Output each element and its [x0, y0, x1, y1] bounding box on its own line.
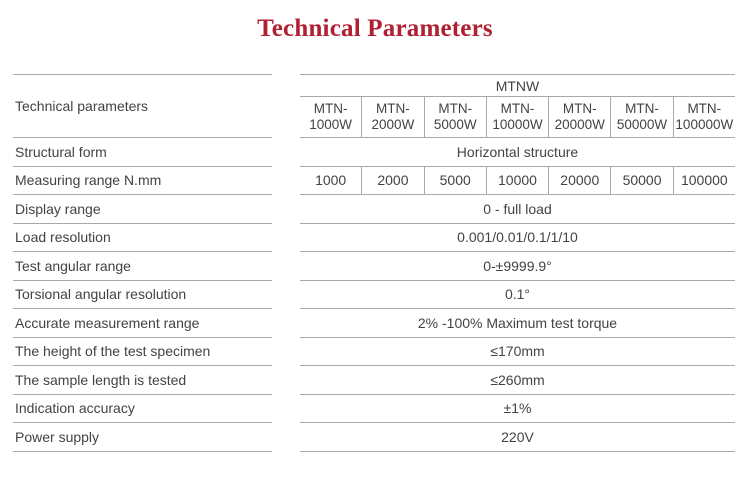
measuring-range-value: 50000 — [611, 166, 674, 194]
page-title: Technical Parameters — [257, 15, 493, 42]
value-test-angular-range: 0-±9999.9° — [300, 252, 735, 281]
param-label-torsional-angular-resolution: Torsional angular resolution — [13, 281, 272, 309]
left-header-cell: Technical parameters — [13, 75, 272, 138]
measuring-range-value: 20000 — [549, 166, 612, 194]
measuring-range-value: 100000 — [680, 172, 728, 189]
value-torsional-angular-resolution: 0.1° — [300, 281, 735, 309]
value-accurate-measurement-range: 2% -100% Maximum test torque — [300, 309, 735, 338]
series-header-cell: MTNW — [300, 75, 735, 97]
model-header-row: MTN- 1000W MTN- 2000W MTN- 5000W MTN- 10… — [300, 97, 735, 138]
value-structural-form: Horizontal structure — [300, 138, 735, 167]
model-name-mtn-2000w: MTN- 2000W — [362, 97, 425, 137]
measuring-range-value: 5000 — [425, 166, 487, 194]
technical-parameters-table: Technical parameters Structural form Mea… — [13, 74, 735, 452]
model-name-mtn-1000w: MTN- 1000W — [300, 97, 363, 137]
value-sample-length: ≤260mm — [300, 366, 735, 395]
param-label-measuring-range: Measuring range N.mm — [13, 167, 272, 195]
value-load-resolution: 0.001/0.01/0.1/1/10 — [300, 224, 735, 252]
value-indication-accuracy: ±1% — [300, 395, 735, 423]
model-name-mtn-5000w: MTN- 5000W — [425, 97, 487, 137]
model-name-mtn-20000w: MTN- 20000W — [549, 97, 612, 137]
value-display-range: 0 - full load — [300, 195, 735, 224]
value-power-supply: 220V — [300, 423, 735, 452]
measuring-range-value: 2000 — [362, 166, 425, 194]
model-name-mtn-50000w: MTN- 50000W — [611, 97, 674, 137]
param-label-display-range: Display range — [13, 195, 272, 224]
value-row-measuring-range: 1000 2000 5000 10000 20000 50000 100000 — [300, 166, 735, 195]
param-label-indication-accuracy: Indication accuracy — [13, 395, 272, 423]
value-specimen-height: ≤170mm — [300, 338, 735, 366]
measuring-range-value: 1000 — [300, 166, 363, 194]
parameter-labels-column: Technical parameters Structural form Mea… — [13, 74, 272, 452]
model-name-mtn-10000w: MTN- 10000W — [487, 97, 550, 137]
param-label-power-supply: Power supply — [13, 423, 272, 452]
param-label-specimen-height: The height of the test specimen — [13, 338, 272, 366]
values-column: MTNW MTN- 1000W MTN- 2000W MTN- 5000W MT… — [300, 74, 735, 452]
param-label-test-angular-range: Test angular range — [13, 252, 272, 281]
param-label-accurate-measurement-range: Accurate measurement range — [13, 309, 272, 338]
measuring-range-value: 10000 — [487, 166, 550, 194]
column-gap — [272, 74, 300, 452]
param-label-structural-form: Structural form — [13, 138, 272, 167]
param-label-sample-length: The sample length is tested — [13, 366, 272, 395]
param-label-load-resolution: Load resolution — [13, 224, 272, 252]
model-name-mtn-100000w: MTN- 100000W — [675, 101, 734, 132]
